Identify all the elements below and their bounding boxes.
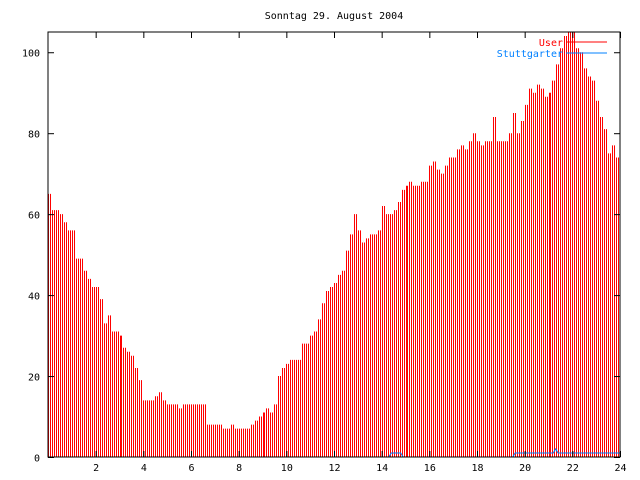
legend-label-stuttgarter: Stuttgarter: [497, 49, 563, 60]
x-tick-label: 14: [376, 463, 388, 474]
y-tick-label: 40: [28, 292, 40, 303]
x-tick-label: 12: [328, 463, 340, 474]
user-series: [48, 32, 619, 457]
y-tick-label: 0: [34, 454, 40, 465]
y-axis: 0 20 40 60 80 100: [22, 49, 620, 465]
x-tick-label: 10: [281, 463, 293, 474]
x-tick-label: 6: [188, 463, 194, 474]
legend: User Stuttgarter: [497, 38, 607, 60]
chart-title: Sonntag 29. August 2004: [265, 11, 403, 22]
x-tick-label: 22: [567, 463, 579, 474]
y-tick-label: 20: [28, 373, 40, 384]
x-tick-label: 4: [141, 463, 147, 474]
x-tick-label: 2: [93, 463, 99, 474]
x-tick-label: 8: [236, 463, 242, 474]
x-tick-label: 24: [614, 463, 626, 474]
x-tick-label: 16: [424, 463, 436, 474]
legend-label-user: User: [539, 38, 563, 49]
y-tick-label: 80: [28, 130, 40, 141]
y-tick-label: 100: [22, 49, 40, 60]
y-tick-label: 60: [28, 211, 40, 222]
x-axis: 2 4 6 8 10 12 14 16 18 20 22 24: [93, 32, 627, 474]
x-tick-label: 18: [471, 463, 483, 474]
x-tick-label: 20: [519, 463, 531, 474]
